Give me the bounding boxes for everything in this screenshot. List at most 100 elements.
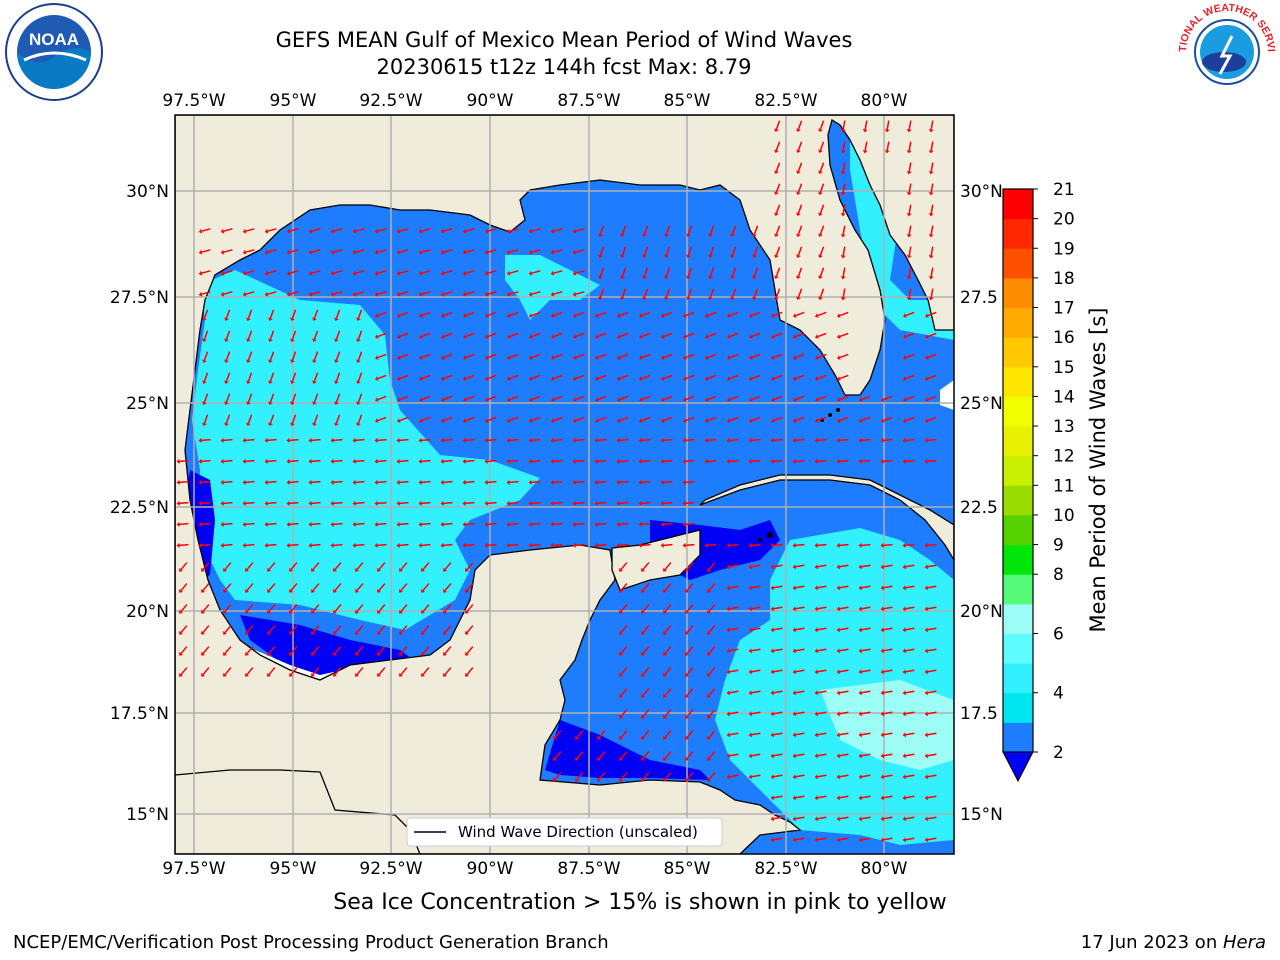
direction-arrow-head (264, 542, 268, 548)
direction-arrow (355, 438, 365, 442)
direction-arrow (797, 246, 803, 256)
direction-arrow-head (902, 837, 907, 843)
direction-arrow-head (484, 313, 489, 318)
direction-arrow (245, 522, 255, 526)
direction-arrow (795, 416, 805, 422)
direction-arrow (819, 141, 825, 151)
direction-arrow-head (818, 149, 823, 154)
direction-arrow-head (924, 437, 928, 443)
direction-arrow-head (685, 672, 690, 677)
direction-arrow-head (814, 795, 819, 801)
direction-arrow-head (484, 249, 489, 255)
direction-arrow (487, 228, 497, 232)
direction-arrow-head (506, 270, 511, 276)
direction-arrow (333, 459, 343, 463)
direction-arrow-head (902, 437, 906, 443)
direction-arrow-head (616, 334, 621, 339)
direction-arrow (290, 625, 298, 633)
direction-arrow-head (840, 191, 846, 196)
direction-arrow (223, 438, 233, 442)
direction-arrow-head (770, 418, 775, 423)
direction-arrow (575, 501, 585, 505)
direction-arrow-head (840, 170, 846, 175)
direction-arrow (289, 438, 299, 442)
direction-arrow-head (730, 233, 735, 238)
direction-arrow-head (748, 564, 753, 570)
direction-arrow-head (418, 458, 422, 464)
direction-arrow-head (290, 422, 295, 427)
direction-arrow (773, 416, 783, 422)
direction-arrow-head (840, 212, 846, 217)
direction-arrow-head (267, 588, 272, 593)
period-4-6-regions (192, 115, 954, 845)
direction-arrow (554, 772, 562, 780)
direction-arrow-head (836, 648, 841, 654)
direction-arrow (641, 374, 651, 380)
direction-arrow (335, 309, 341, 319)
direction-arrow (268, 604, 276, 612)
direction-arrow (422, 604, 430, 612)
direction-arrow (597, 501, 607, 505)
direction-arrow-head (726, 732, 731, 738)
direction-arrow-head (752, 275, 757, 280)
direction-arrow-head (663, 609, 668, 614)
direction-arrow (400, 667, 408, 675)
direction-arrow (817, 627, 827, 631)
direction-arrow-head (224, 359, 229, 364)
direction-arrow (531, 270, 541, 274)
direction-arrow (597, 459, 607, 463)
direction-arrow-head (818, 212, 823, 217)
direction-arrow-head (858, 816, 863, 822)
direction-arrow-head (246, 359, 251, 364)
direction-arrow-head (224, 317, 229, 322)
direction-arrow (598, 730, 606, 738)
direction-arrow (619, 332, 629, 338)
direction-arrow-head (374, 458, 378, 464)
direction-arrow-head (572, 500, 576, 506)
direction-arrow (773, 564, 783, 568)
direction-arrow (886, 120, 890, 130)
direction-arrow-head (223, 630, 228, 635)
direction-arrow (291, 414, 297, 424)
direction-arrow (355, 270, 365, 274)
direction-arrow (839, 627, 849, 631)
direction-arrow (180, 646, 188, 654)
direction-arrow (576, 772, 584, 780)
direction-arrow (729, 459, 739, 463)
direction-arrow-head (752, 296, 757, 301)
direction-arrow (269, 309, 275, 319)
direction-arrow-head (594, 542, 598, 548)
colorbar-label: Mean Period of Wind Waves [s] (1086, 307, 1110, 633)
direction-arrow (861, 585, 871, 589)
direction-arrow-head (246, 422, 251, 427)
direction-arrow-head (202, 359, 207, 364)
direction-arrow-head (572, 458, 576, 464)
direction-arrow (201, 480, 211, 484)
colorbar-segment (1003, 248, 1033, 279)
direction-arrow-head (748, 753, 753, 759)
direction-arrow (247, 330, 253, 340)
direction-arrow (685, 438, 695, 442)
direction-arrow (509, 416, 519, 422)
direction-arrow (377, 291, 387, 295)
direction-arrow-head (308, 228, 313, 234)
direction-arrow-head (220, 542, 224, 548)
direction-arrow (466, 667, 474, 675)
direction-arrow-head (550, 249, 555, 255)
direction-arrow-head (619, 567, 624, 572)
direction-arrow-head (858, 669, 863, 675)
run-host: Hera (1222, 932, 1266, 953)
direction-arrow-head (312, 401, 317, 406)
direction-arrow (686, 562, 694, 570)
direction-arrow (597, 416, 607, 422)
direction-arrow-head (268, 422, 273, 427)
direction-arrow (797, 120, 803, 130)
direction-arrow-head (880, 564, 885, 570)
direction-arrow-head (663, 588, 668, 593)
direction-arrow (927, 416, 937, 422)
direction-arrow (795, 795, 805, 799)
direction-arrow (641, 543, 651, 547)
direction-arrow-head (594, 355, 599, 360)
direction-arrow-head (443, 609, 448, 614)
direction-arrow (201, 270, 211, 274)
